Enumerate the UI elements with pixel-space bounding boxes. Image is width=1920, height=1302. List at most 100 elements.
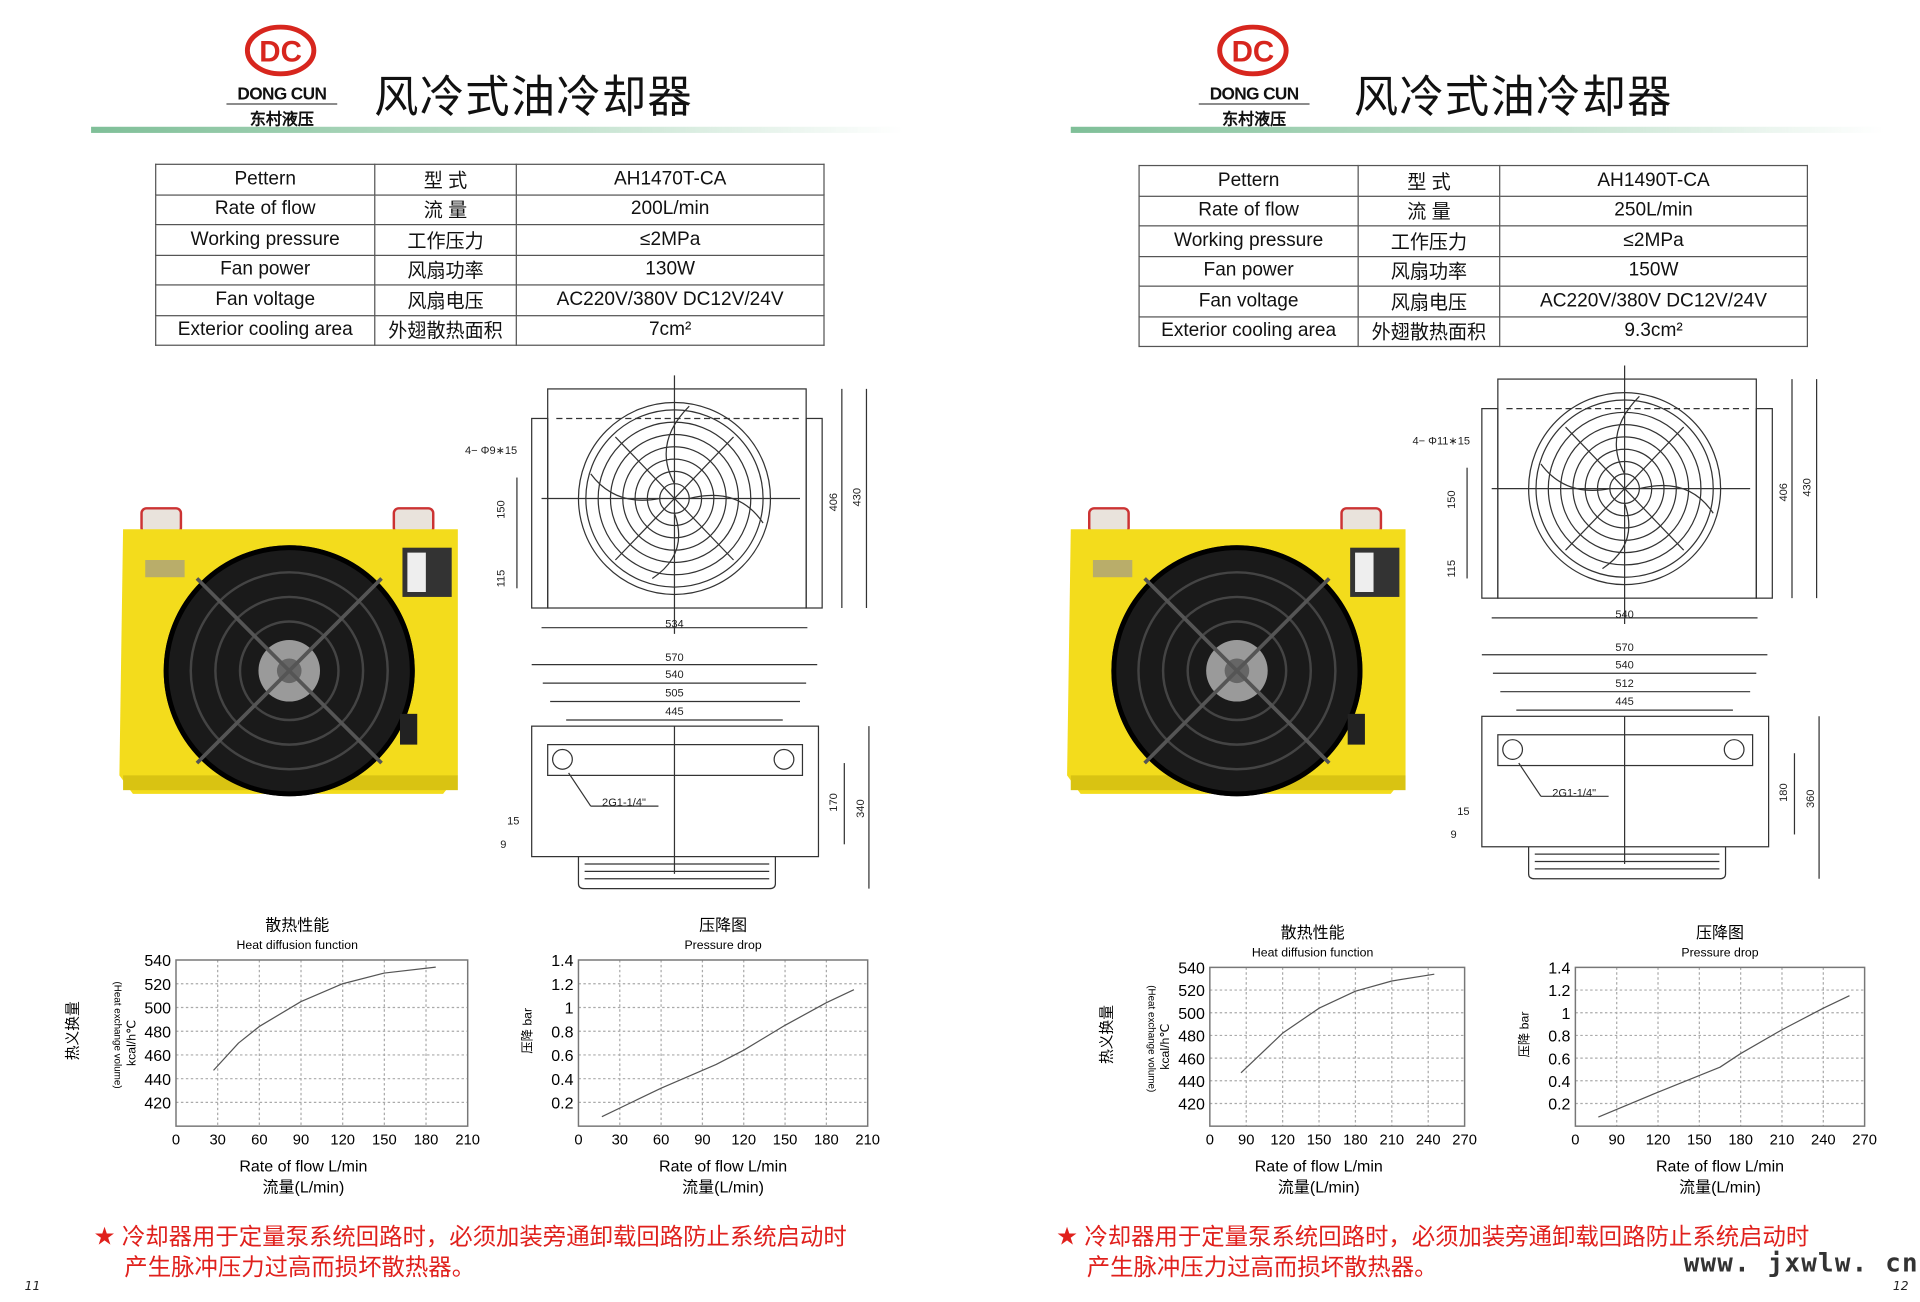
plot-frame bbox=[175, 959, 469, 1127]
y-tick-label: 0.4 bbox=[1548, 1074, 1570, 1091]
brand-name-en: DONG CUN bbox=[1209, 83, 1300, 104]
x-tick-label: 120 bbox=[1270, 1133, 1295, 1149]
dimension-label-h115: 115 bbox=[1446, 560, 1458, 578]
dc-logo-icon: DC bbox=[1217, 24, 1289, 77]
dimension-label-h430: 430 bbox=[1801, 478, 1813, 496]
x-tick-label: 270 bbox=[1452, 1133, 1477, 1149]
x-tick-label: 0 bbox=[1571, 1133, 1579, 1149]
y-tick-label: 0.2 bbox=[551, 1096, 573, 1113]
data-line bbox=[1240, 973, 1435, 1074]
page-title: 风冷式油冷却器 bbox=[374, 72, 693, 124]
chart-subtitle: Heat diffusion function bbox=[1252, 945, 1374, 959]
spec-cell-en: Fan power bbox=[1138, 255, 1359, 287]
x-tick-label: 90 bbox=[1608, 1133, 1624, 1149]
spec-cell-en: Fan voltage bbox=[1138, 285, 1359, 317]
spec-cell-en: Working pressure bbox=[1138, 225, 1359, 257]
dimension-label-port: 2G1-1/4" bbox=[602, 797, 646, 809]
spec-cell-en: Rate of flow bbox=[1138, 195, 1359, 227]
x-tick-label: 210 bbox=[1380, 1133, 1405, 1149]
x-tick-label: 180 bbox=[814, 1133, 839, 1149]
spec-cell-cn: 型 式 bbox=[1357, 164, 1501, 197]
dimension-label-port: 2G1-1/4" bbox=[1552, 787, 1596, 799]
dimension-label-d15: 15 bbox=[507, 816, 519, 828]
dimension-label-h430: 430 bbox=[851, 488, 863, 506]
spec-cell-en: Fan power bbox=[155, 254, 376, 286]
product-photo-right bbox=[1067, 508, 1405, 796]
dimension-label-h-outer: 340 bbox=[855, 799, 867, 817]
spec-row: Fan power 风扇功率 150W bbox=[1138, 255, 1809, 287]
page-title: 风冷式油冷却器 bbox=[1353, 72, 1673, 124]
x-tick-label: 90 bbox=[694, 1133, 710, 1149]
dimension-label-h150: 150 bbox=[1446, 490, 1458, 508]
spec-cell-value: AH1490T-CA bbox=[1499, 164, 1809, 197]
spec-cell-value: 7cm² bbox=[515, 314, 825, 346]
x-tick-label: 60 bbox=[653, 1133, 669, 1149]
spec-cell-en: Exterior cooling area bbox=[155, 314, 376, 346]
dimension-label-d15: 15 bbox=[1457, 806, 1469, 818]
x-axis-label-cn: 流量(L/min) bbox=[1679, 1179, 1761, 1197]
spec-row: Working pressure 工作压力 ≤2MPa bbox=[155, 224, 825, 256]
spec-cell-cn: 风扇电压 bbox=[1357, 285, 1501, 317]
plot-frame bbox=[577, 959, 869, 1127]
x-tick-label: 120 bbox=[1646, 1133, 1671, 1149]
header-rule bbox=[1070, 126, 1884, 133]
y-axis-label: kcal/h℃ bbox=[1158, 1024, 1172, 1070]
y-tick-label: 480 bbox=[144, 1024, 171, 1041]
data-line bbox=[213, 966, 436, 1071]
dimension-label-w570: 570 bbox=[665, 652, 683, 664]
star-icon: ★ bbox=[1056, 1220, 1079, 1251]
spec-cell-cn: 工作压力 bbox=[1357, 225, 1501, 257]
dimension-label-w445: 445 bbox=[1615, 696, 1633, 708]
x-tick-label: 0 bbox=[172, 1133, 180, 1149]
chart-title: 压降图 bbox=[699, 916, 747, 934]
chart-3: 0 90 120 150 180 210 240 270 0.2 0.4 0.6 0.8 1 1.2 1.4… bbox=[1518, 924, 1877, 1197]
spec-cell-value: 130W bbox=[515, 254, 825, 286]
x-tick-label: 150 bbox=[1307, 1133, 1332, 1149]
x-tick-label: 150 bbox=[372, 1133, 397, 1149]
spec-cell-value: ≤2MPa bbox=[515, 224, 825, 256]
chart-title: 散热性能 bbox=[1281, 924, 1345, 942]
y-tick-label: 1 bbox=[565, 1001, 574, 1018]
y-axis-label: kcal/h℃ bbox=[124, 1020, 138, 1066]
x-tick-label: 240 bbox=[1811, 1133, 1836, 1149]
chart-0: 0 30 60 90 120 150 180 210 420 440 460 480 500 520 540… bbox=[65, 916, 480, 1196]
x-tick-label: 0 bbox=[574, 1133, 582, 1149]
spec-row: Exterior cooling area 外翅散热面积 7cm² bbox=[155, 314, 825, 346]
y-axis-label-cn: 热义换量 bbox=[1098, 1005, 1115, 1064]
spec-row: Fan voltage 风扇电压 AC220V/380V DC12V/24V bbox=[1138, 285, 1809, 317]
warning-note: ★ 冷却器用于定量泵系统回路时，必须加装旁通卸载回路防止系统启动时 产生脉冲压力… bbox=[94, 1221, 847, 1284]
x-axis-label: Rate of flow L/min bbox=[1656, 1159, 1784, 1176]
dimension-label-h-outer: 360 bbox=[1805, 790, 1817, 808]
dimension-drawing-left bbox=[516, 374, 870, 890]
x-tick-label: 0 bbox=[1206, 1133, 1214, 1149]
warning-note: ★ 冷却器用于定量泵系统回路时，必须加装旁通卸载回路防止系统启动时 产生脉冲压力… bbox=[1056, 1221, 1809, 1284]
chart-title: 散热性能 bbox=[265, 916, 329, 934]
x-tick-label: 180 bbox=[1343, 1133, 1368, 1149]
brand-logo: DC DONG CUN 东村液压 bbox=[226, 24, 338, 129]
dimension-label-w-top: 540 bbox=[1615, 609, 1633, 621]
chart-2: 0 90 120 150 180 210 240 270 420 440 460 480 500 520 5… bbox=[1098, 924, 1477, 1197]
note-line-2: 产生脉冲压力过高而损坏散热器。 bbox=[124, 1254, 476, 1282]
x-tick-label: 180 bbox=[1728, 1133, 1753, 1149]
y-tick-label: 420 bbox=[1178, 1097, 1205, 1114]
y-axis-label: 压降 bar bbox=[1518, 1012, 1532, 1058]
y-tick-label: 1 bbox=[1562, 1006, 1571, 1023]
chart-title: 压降图 bbox=[1696, 924, 1744, 942]
x-axis-label: Rate of flow L/min bbox=[239, 1159, 367, 1176]
y-tick-label: 440 bbox=[1178, 1074, 1205, 1091]
spec-row: Pettern 型 式 AH1470T-CA bbox=[155, 163, 825, 196]
y-axis-label-en: (Heat exchange volume) bbox=[111, 982, 122, 1089]
spec-row: Rate of flow 流 量 250L/min bbox=[1138, 195, 1809, 227]
data-line bbox=[1598, 995, 1850, 1118]
note-line-1: 冷却器用于定量泵系统回路时，必须加装旁通卸载回路防止系统启动时 bbox=[1084, 1223, 1810, 1251]
dimension-label-w445: 445 bbox=[665, 706, 683, 718]
note-line-2: 产生脉冲压力过高而损坏散热器。 bbox=[1086, 1254, 1438, 1282]
y-tick-label: 460 bbox=[144, 1048, 171, 1065]
dimension-label-w570: 570 bbox=[1615, 642, 1633, 654]
x-axis-label: Rate of flow L/min bbox=[659, 1159, 787, 1176]
dimension-label-holes: 4− Φ9∗15 bbox=[465, 445, 517, 457]
x-tick-label: 270 bbox=[1852, 1133, 1877, 1149]
spec-cell-cn: 工作压力 bbox=[374, 224, 517, 256]
website-link[interactable]: www. jxwlw. cn bbox=[1683, 1248, 1919, 1278]
x-tick-label: 30 bbox=[612, 1133, 628, 1149]
